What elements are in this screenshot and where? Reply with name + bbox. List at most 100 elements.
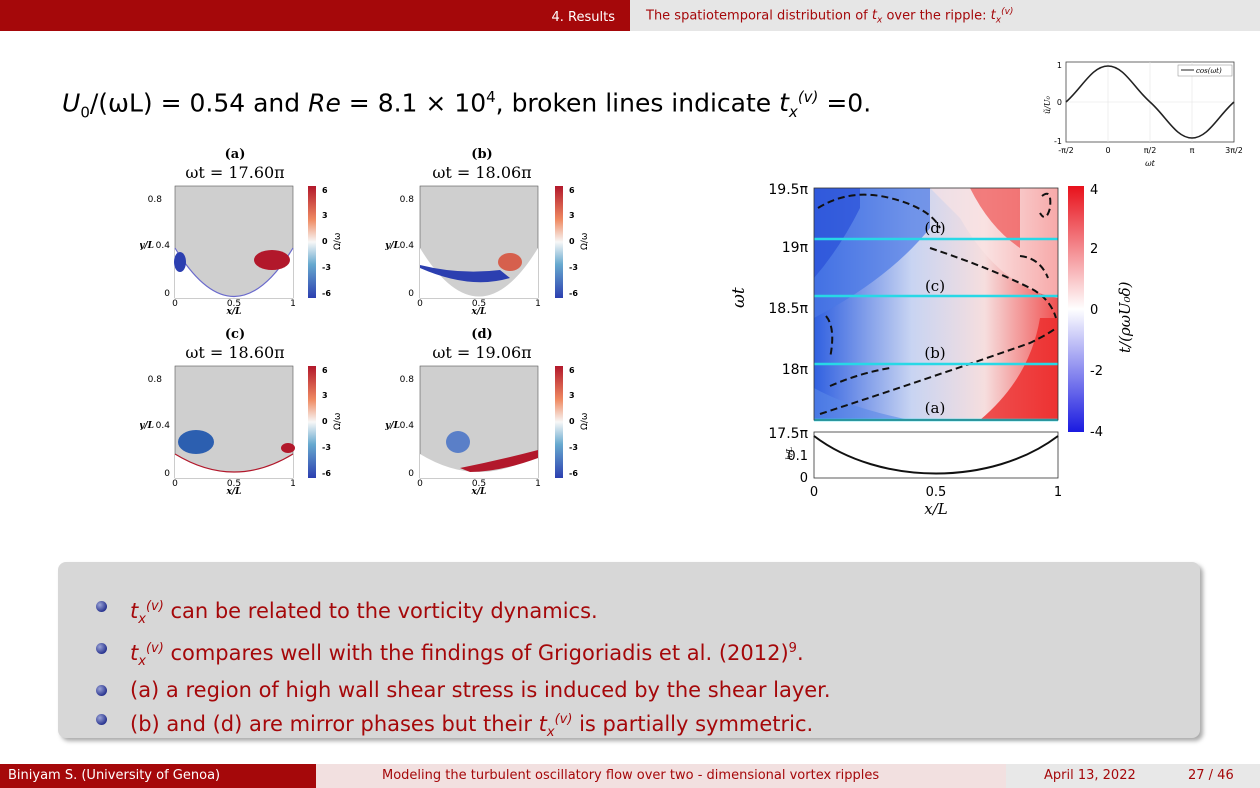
section-title: 4. Results — [551, 10, 615, 25]
svg-text:t/(ρωU₀δ): t/(ρωU₀δ) — [1116, 281, 1134, 353]
svg-text:0: 0 — [408, 289, 414, 299]
svg-text:0: 0 — [800, 471, 808, 486]
svg-text:ωt: ωt — [1145, 159, 1156, 168]
header-right — [630, 0, 1260, 31]
panel-time: ωt = 18.60π — [185, 343, 284, 362]
svg-text:1: 1 — [290, 299, 296, 309]
panel-label: (c) — [225, 327, 245, 342]
svg-text:ũ/U₀: ũ/U₀ — [1043, 95, 1052, 114]
svg-text:-3: -3 — [322, 443, 331, 452]
svg-text:π: π — [1190, 146, 1195, 155]
svg-text:0.8: 0.8 — [400, 375, 415, 385]
svg-text:0: 0 — [408, 469, 414, 479]
svg-text:0.1: 0.1 — [787, 449, 808, 464]
svg-text:3π/2: 3π/2 — [1225, 146, 1243, 155]
svg-text:-6: -6 — [322, 289, 331, 298]
svg-text:0.8: 0.8 — [148, 375, 163, 385]
bullet-item: tx(v) compares well with the findings of… — [88, 634, 831, 676]
svg-text:1: 1 — [1057, 61, 1062, 70]
svg-text:1: 1 — [1054, 485, 1062, 500]
svg-text:6: 6 — [322, 366, 328, 375]
svg-text:17.5π: 17.5π — [768, 426, 808, 442]
slide-headline: U0/(ωL) = 0.54 and Re = 8.1 × 104, broke… — [62, 88, 872, 122]
svg-text:0.8: 0.8 — [400, 195, 415, 205]
svg-text:x/L: x/L — [226, 307, 242, 317]
svg-text:ωt: ωt — [730, 287, 749, 308]
svg-text:0: 0 — [1105, 146, 1110, 155]
key-findings-box: tx(v) can be related to the vorticity dy… — [58, 562, 1200, 741]
svg-text:0: 0 — [172, 479, 178, 489]
footer-author: Biniyam S. (University of Genoa) — [0, 764, 316, 788]
svg-text:y/L: y/L — [140, 241, 154, 251]
svg-text:-6: -6 — [322, 469, 331, 478]
svg-text:x/L: x/L — [471, 307, 487, 317]
header-left — [0, 0, 630, 31]
bullet-icon — [96, 685, 107, 697]
svg-text:4: 4 — [1090, 183, 1098, 198]
svg-text:x/L: x/L — [924, 500, 948, 518]
svg-text:0: 0 — [164, 289, 170, 299]
svg-text:h/L: h/L — [785, 447, 794, 460]
svg-text:0.5: 0.5 — [926, 485, 947, 500]
svg-text:-2: -2 — [1090, 364, 1103, 379]
svg-text:1: 1 — [535, 479, 541, 489]
svg-text:0: 0 — [1057, 98, 1062, 107]
panel-c: (c) ωt = 18.60π 0.8 y/L 0.4 0 0 0.5 x/L … — [140, 327, 343, 497]
svg-text:3: 3 — [322, 391, 328, 400]
svg-text:-6: -6 — [569, 469, 578, 478]
header-bar: 4. Results The spatiotemporal distributi… — [0, 0, 1260, 31]
svg-text:0: 0 — [569, 417, 575, 426]
footer-bar: Biniyam S. (University of Genoa) Modelin… — [0, 764, 1260, 788]
svg-text:0.4: 0.4 — [400, 421, 415, 431]
footer-title: Modeling the turbulent oscillatory flow … — [316, 764, 1006, 788]
svg-text:19.5π: 19.5π — [768, 182, 808, 198]
svg-text:-3: -3 — [569, 443, 578, 452]
svg-text:6: 6 — [569, 366, 575, 375]
bullet-icon — [96, 601, 107, 612]
svg-text:3: 3 — [322, 211, 328, 220]
svg-text:y/L: y/L — [384, 421, 400, 431]
svg-text:-1: -1 — [1054, 137, 1062, 146]
line-label-d: (d) — [924, 219, 945, 237]
svg-text:Ω/ω: Ω/ω — [333, 413, 343, 430]
vorticity-panels: (a) ωt = 17.60π 0.8 y/L 0.4 0 0 0.5 x/L … — [140, 147, 590, 497]
panel-time: ωt = 18.06π — [432, 163, 531, 182]
bullet-icon — [96, 643, 107, 655]
svg-text:0: 0 — [417, 299, 423, 309]
svg-text:19π: 19π — [782, 240, 809, 256]
panel-time: ωt = 17.60π — [185, 163, 284, 182]
svg-text:0: 0 — [322, 417, 328, 426]
svg-text:2: 2 — [1090, 242, 1098, 257]
legend-label: cos(ωt) — [1196, 67, 1222, 75]
shear-stress-contour: (d) (c) (b) (a) 19.5π 19π 18.5π 18π 17.5… — [730, 182, 1134, 518]
bullet-item: (a) a region of high wall shear stress i… — [88, 676, 831, 705]
svg-text:1: 1 — [290, 479, 296, 489]
svg-text:-π/2: -π/2 — [1058, 146, 1074, 155]
svg-text:π/2: π/2 — [1144, 146, 1157, 155]
svg-text:Ω/ω: Ω/ω — [580, 233, 590, 250]
bullet-item: tx(v) can be related to the vorticity dy… — [88, 592, 831, 634]
svg-text:0.4: 0.4 — [156, 421, 171, 431]
svg-text:-3: -3 — [322, 263, 331, 272]
footer-page: 27 / 46 — [1188, 768, 1234, 783]
bullet-item: (b) and (d) are mirror phases but their … — [88, 705, 831, 747]
line-label-a: (a) — [925, 399, 946, 417]
svg-text:0.5: 0.5 — [227, 299, 241, 309]
panel-label: (d) — [471, 327, 492, 342]
svg-text:0: 0 — [569, 237, 575, 246]
panel-b: (b) ωt = 18.06π y/L 0.8 0.4 0 0 0.5 x/L … — [384, 147, 590, 317]
svg-text:-3: -3 — [569, 263, 578, 272]
line-label-b: (b) — [924, 344, 945, 362]
panel-label: (a) — [225, 147, 246, 162]
svg-text:0: 0 — [164, 469, 170, 479]
svg-text:3: 3 — [569, 391, 575, 400]
inset-cosine-plot: cos(ωt) 1 0 -1 ũ/U₀ -π/2 0 π/2 π 3π/2 ωt — [1043, 61, 1243, 168]
svg-text:0.4: 0.4 — [156, 241, 171, 251]
svg-text:0: 0 — [172, 299, 178, 309]
svg-text:0.5: 0.5 — [472, 299, 486, 309]
bullet-icon — [96, 714, 107, 726]
svg-text:18.5π: 18.5π — [768, 301, 808, 317]
svg-text:0.5: 0.5 — [472, 479, 486, 489]
svg-text:18π: 18π — [782, 362, 809, 378]
svg-text:6: 6 — [569, 186, 575, 195]
